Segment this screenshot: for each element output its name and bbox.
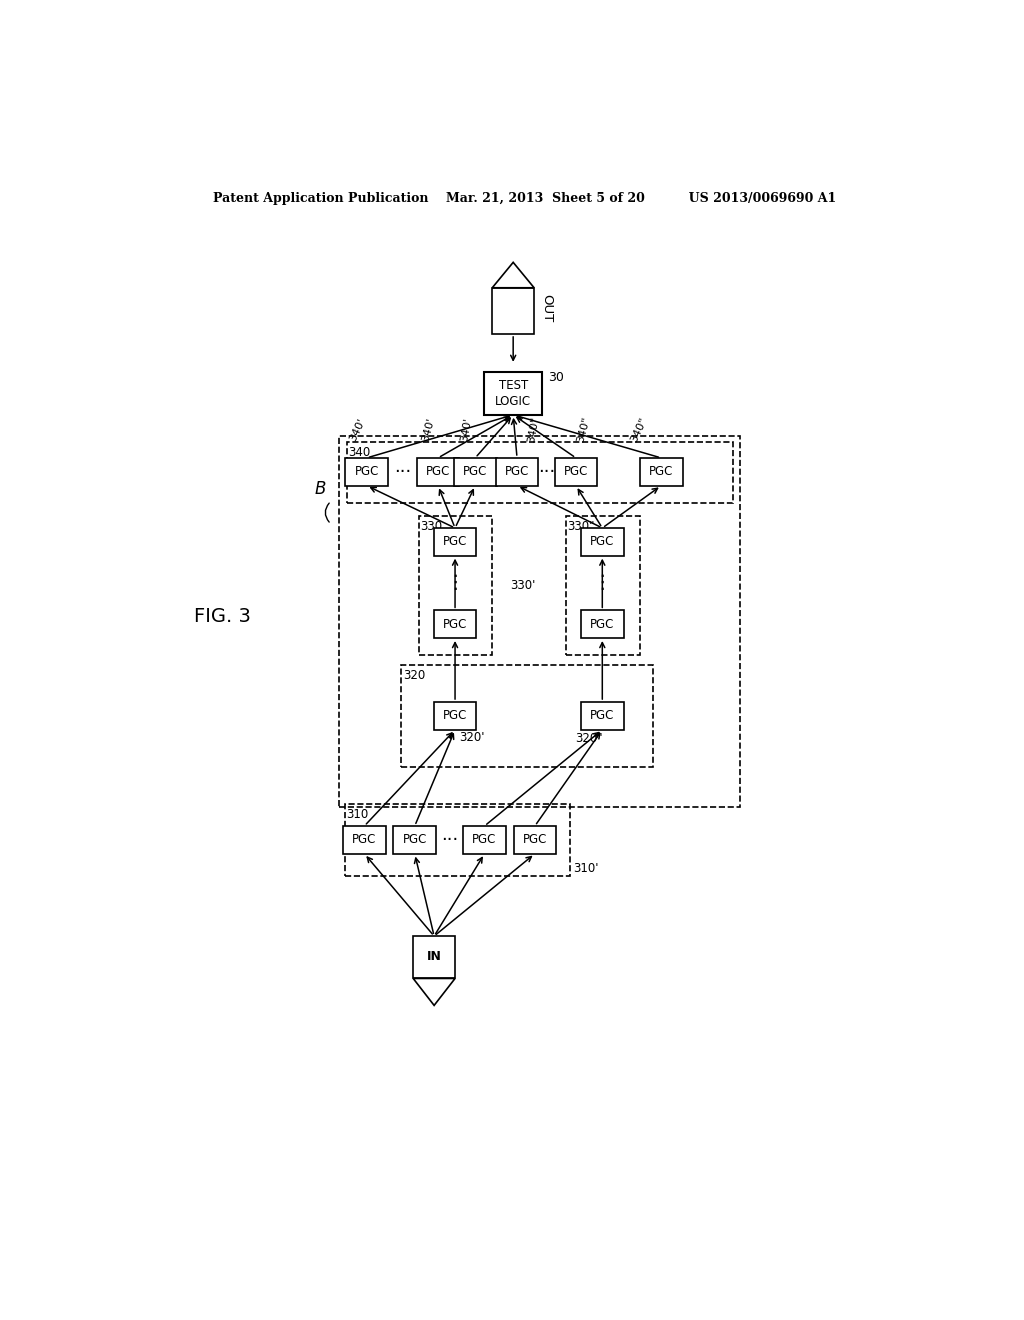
Bar	[339, 436, 740, 807]
Bar	[555, 458, 597, 486]
Bar	[434, 528, 476, 556]
Text: PGC: PGC	[649, 465, 674, 478]
Text: 340": 340"	[630, 416, 649, 444]
Bar	[493, 288, 535, 334]
Bar	[640, 458, 683, 486]
Bar	[566, 516, 640, 655]
Text: PGC: PGC	[402, 833, 427, 846]
Text: OUT: OUT	[541, 294, 553, 322]
Text: 330": 330"	[567, 520, 595, 533]
Text: 320: 320	[403, 669, 425, 682]
Text: PGC: PGC	[442, 536, 467, 548]
Text: ···: ···	[538, 463, 555, 480]
Text: ⋮: ⋮	[445, 573, 465, 593]
Bar	[417, 458, 460, 486]
Bar	[414, 936, 455, 978]
Bar	[484, 372, 543, 414]
Text: PGC: PGC	[426, 465, 451, 478]
Text: 30: 30	[548, 371, 564, 384]
Bar	[343, 826, 386, 854]
Text: 330': 330'	[511, 579, 536, 593]
Text: PGC: PGC	[442, 618, 467, 631]
Text: PGC: PGC	[442, 709, 467, 722]
Bar	[581, 702, 624, 730]
Text: PGC: PGC	[522, 833, 547, 846]
Text: B: B	[314, 480, 326, 499]
Bar	[345, 804, 569, 876]
Text: ···: ···	[441, 830, 459, 849]
Text: ···: ···	[393, 463, 411, 480]
Text: 340': 340'	[421, 416, 436, 442]
Text: 330: 330	[420, 520, 442, 533]
Bar	[496, 458, 539, 486]
Polygon shape	[414, 978, 455, 1006]
Bar	[419, 516, 493, 655]
Text: PGC: PGC	[564, 465, 588, 478]
Text: PGC: PGC	[505, 465, 529, 478]
Bar	[434, 610, 476, 638]
Text: IN: IN	[427, 950, 441, 964]
Bar	[581, 610, 624, 638]
Bar	[346, 442, 732, 503]
Text: ⋮: ⋮	[593, 573, 612, 593]
Text: Patent Application Publication    Mar. 21, 2013  Sheet 5 of 20          US 2013/: Patent Application Publication Mar. 21, …	[213, 191, 837, 205]
Text: PGC: PGC	[352, 833, 377, 846]
Bar	[463, 826, 506, 854]
Text: PGC: PGC	[463, 465, 487, 478]
Text: 320": 320"	[575, 733, 603, 746]
Text: PGC: PGC	[590, 536, 614, 548]
Text: FIG. 3: FIG. 3	[195, 607, 251, 626]
Bar	[454, 458, 497, 486]
Bar	[514, 826, 556, 854]
Text: 340': 340'	[348, 416, 367, 442]
Polygon shape	[493, 263, 535, 288]
Text: TEST
LOGIC: TEST LOGIC	[496, 379, 531, 408]
Text: PGC: PGC	[354, 465, 379, 478]
Bar	[581, 528, 624, 556]
Text: 340': 340'	[460, 417, 474, 442]
Bar	[393, 826, 436, 854]
Text: PGC: PGC	[590, 709, 614, 722]
Text: 320': 320'	[459, 731, 484, 744]
Text: 340": 340"	[526, 416, 541, 444]
Bar	[434, 702, 476, 730]
Bar	[400, 665, 653, 767]
Text: 310: 310	[346, 808, 369, 821]
Text: 340": 340"	[575, 416, 592, 444]
Text: PGC: PGC	[472, 833, 497, 846]
Text: 340: 340	[348, 446, 371, 458]
Bar	[345, 458, 388, 486]
Text: PGC: PGC	[590, 618, 614, 631]
Text: 310': 310'	[573, 862, 599, 875]
